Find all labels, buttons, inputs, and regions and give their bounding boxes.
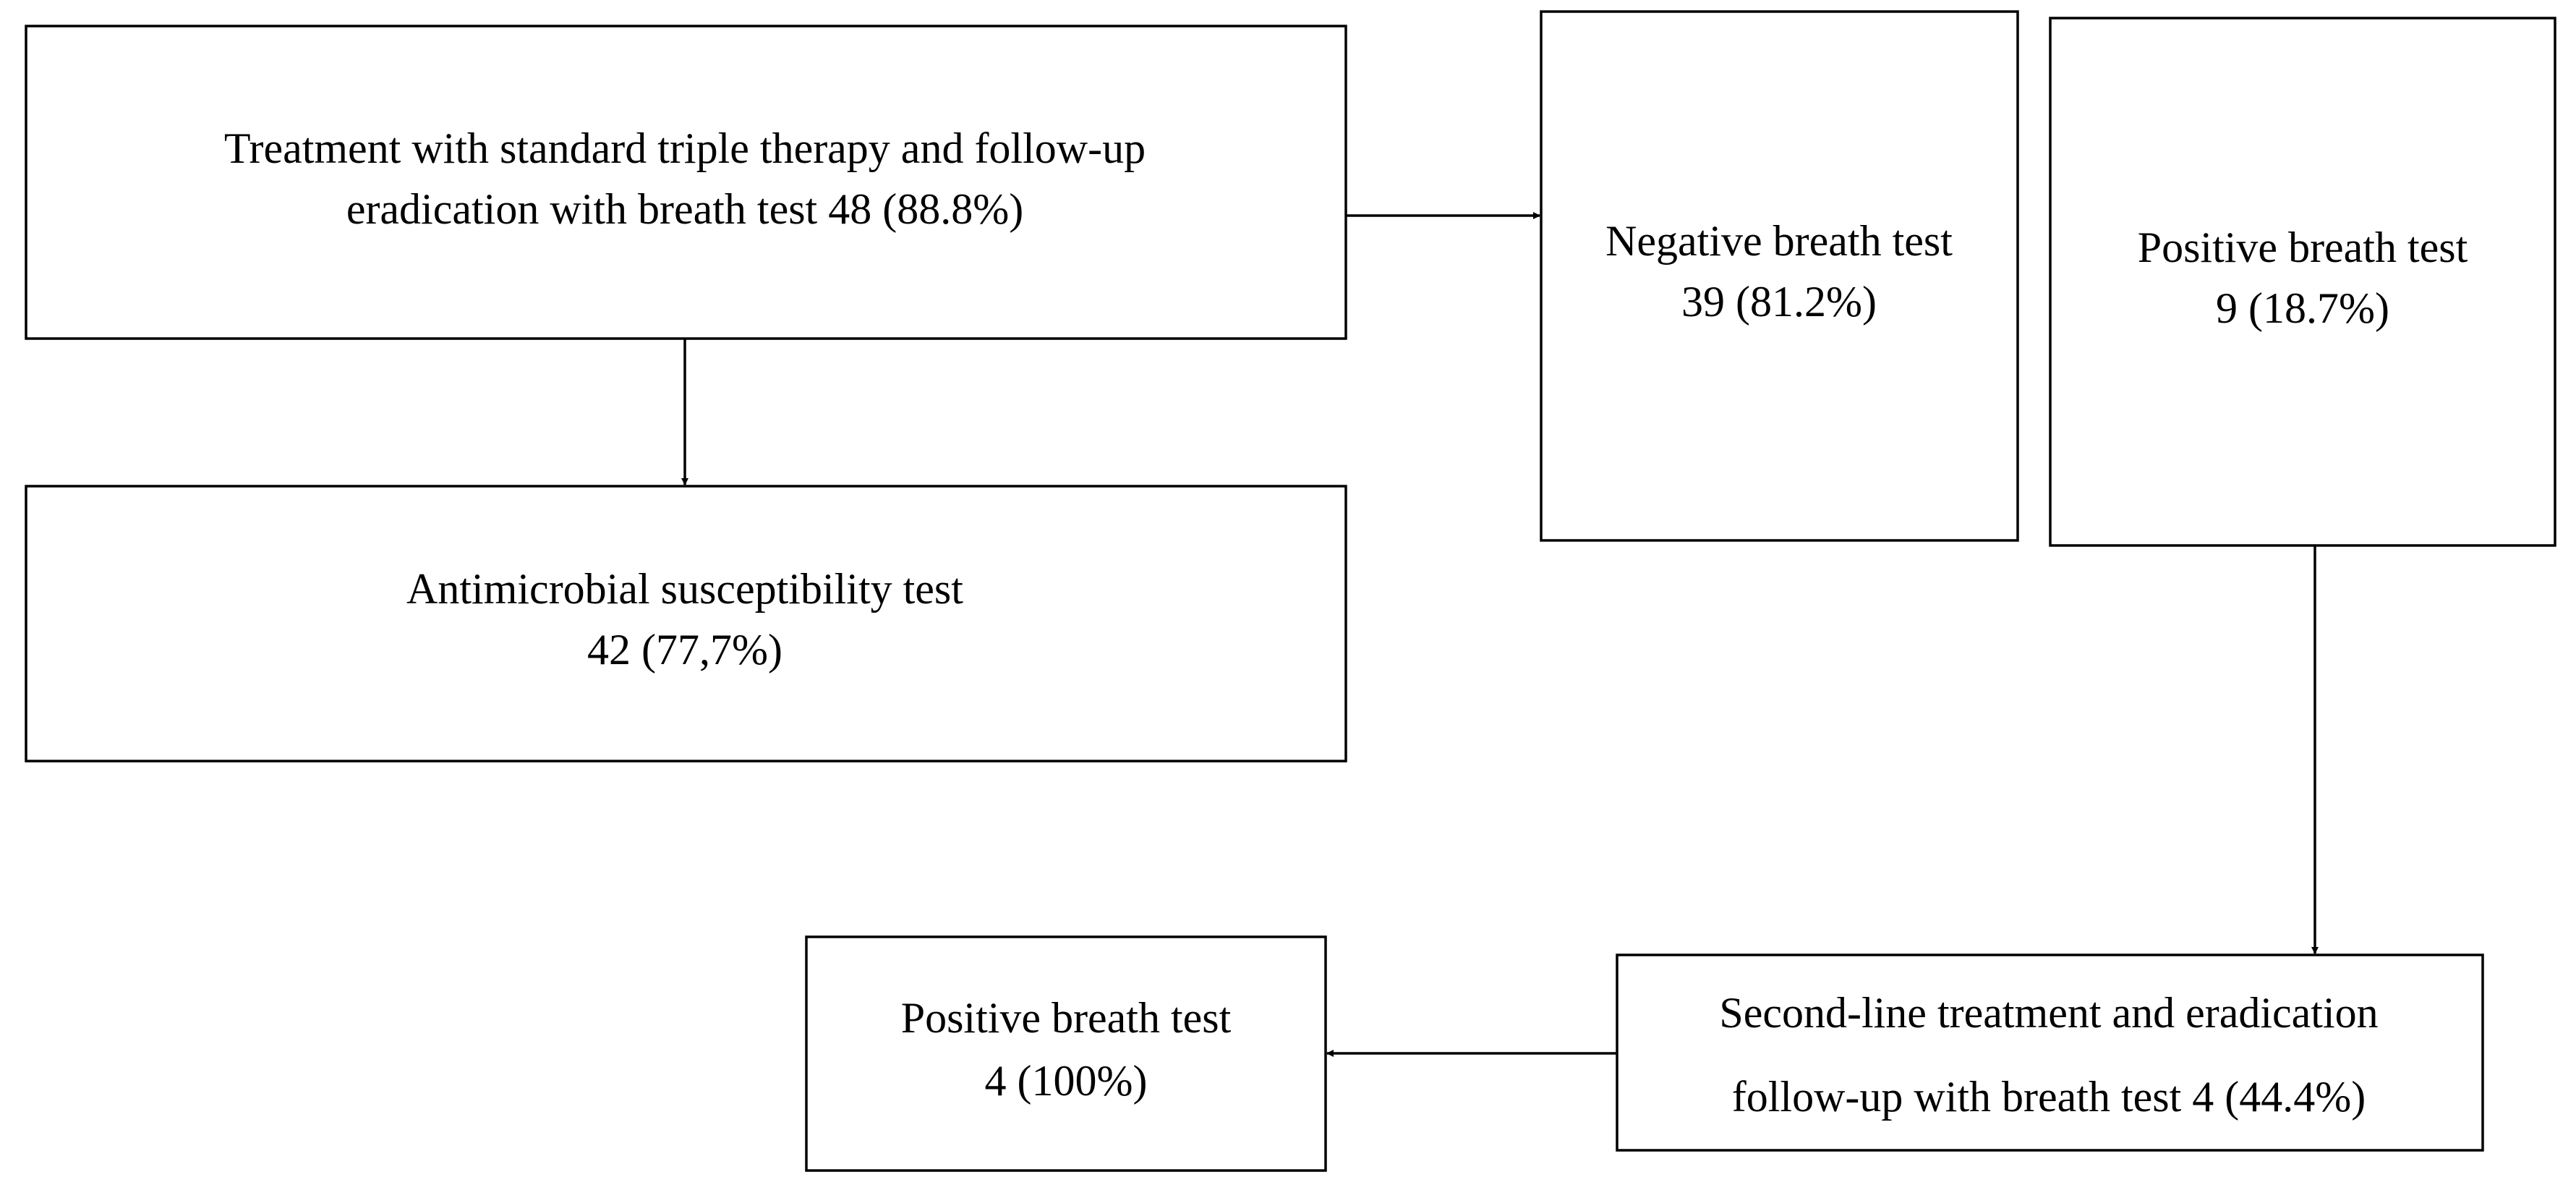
node-text: Positive breath test bbox=[2138, 224, 2468, 271]
node-text: 39 (81.2%) bbox=[1681, 278, 1877, 326]
node-box bbox=[25, 25, 1347, 340]
node-box bbox=[2049, 17, 2556, 547]
node-text: Positive breath test bbox=[901, 994, 1232, 1042]
node-box bbox=[25, 485, 1347, 763]
node: Positive breath test 4 (100%) bbox=[805, 935, 1327, 1172]
node-text: 9 (18.7%) bbox=[2216, 284, 2389, 332]
node-box bbox=[1540, 10, 2019, 542]
node-text: Treatment with standard triple therapy a… bbox=[224, 124, 1146, 172]
node: Antimicrobial susceptibility test 42 (77… bbox=[25, 485, 1347, 763]
node-text: Negative breath test bbox=[1605, 217, 1953, 265]
node-box bbox=[805, 935, 1327, 1172]
node: Treatment with standard triple therapy a… bbox=[25, 25, 1347, 340]
node: Positive breath test 9 (18.7%) bbox=[2049, 17, 2556, 547]
node: Negative breath test 39 (81.2%) bbox=[1540, 10, 2019, 542]
connectors bbox=[681, 212, 2319, 1057]
node-box bbox=[1616, 953, 2484, 1152]
node-text: eradication with breath test 48 (88.8%) bbox=[346, 185, 1023, 233]
node-text: 4 (100%) bbox=[985, 1057, 1148, 1105]
node: Second-line treatment and eradication fo… bbox=[1616, 953, 2484, 1152]
node-text: Second-line treatment and eradication bbox=[1719, 989, 2378, 1037]
node-text: 42 (77,7%) bbox=[587, 626, 782, 674]
node-text: Antimicrobial susceptibility test bbox=[406, 565, 963, 613]
node-text: follow-up with breath test 4 (44.4%) bbox=[1732, 1073, 2366, 1121]
